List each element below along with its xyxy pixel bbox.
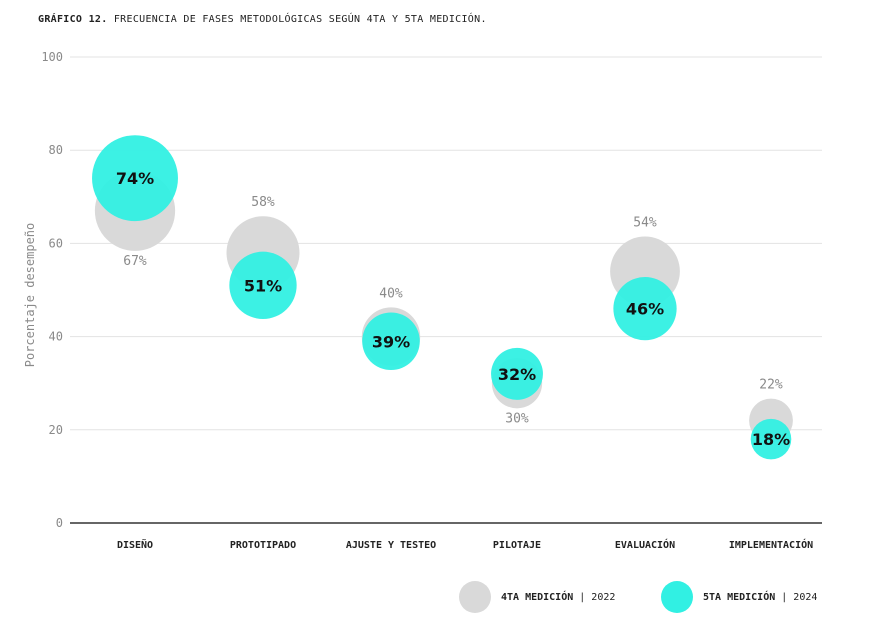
bubbles [92,135,793,460]
y-tick-label: 100 [41,50,63,64]
bubble-labels: 67% 74% 58% 51% 40% 39% 30% 32% 54% 46% 22% 18% [116,169,790,449]
chart-title-number: GRÁFICO 12. [38,14,108,25]
y-tick-label: 20 [49,423,63,437]
data-label-4ta: 22% [759,378,783,393]
data-label-4ta: 54% [633,215,657,230]
y-axis-ticks: 0 20 40 60 80 100 [41,50,63,530]
data-label-5ta: 51% [244,276,282,295]
chart-title-text: FRECUENCIA DE FASES METODOLÓGICAS SEGÚN … [113,14,487,25]
legend-label-5ta: 5TA MEDICIÓN | 2024 [703,591,818,603]
legend-swatch-5ta [661,581,693,613]
chart-title: GRÁFICO 12. FRECUENCIA DE FASES METODOLÓ… [38,14,487,25]
x-category-label: IMPLEMENTACIÓN [729,538,813,551]
x-axis-categories: DISEÑO PROTOTIPADO AJUSTE Y TESTEO PILOTAJE… [117,538,813,551]
x-category-label: EVALUACIÓN [615,538,675,551]
grid-lines [70,56,822,431]
data-label-5ta: 46% [626,300,664,319]
data-label-4ta: 30% [505,411,529,426]
y-axis-label: Porcentaje desempeño [23,223,37,368]
legend-item-5ta: 5TA MEDICIÓN | 2024 [661,580,817,614]
bubble-5ta [229,251,297,319]
data-label-4ta: 67% [123,254,147,269]
legend-label-4ta: 4TA MEDICIÓN | 2022 [501,591,616,603]
x-category-label: PROTOTIPADO [230,540,296,551]
data-label-4ta: 40% [379,286,403,301]
bubble-5ta [613,277,677,341]
data-label-5ta: 32% [498,365,536,384]
bubble-5ta [92,135,178,222]
bubble-chart: 0 20 40 60 80 100 Porcentaje desempeño 67% 74%… [23,50,822,551]
bubble-5ta [362,312,420,371]
data-label-5ta: 18% [752,430,790,449]
data-label-4ta: 58% [251,195,275,210]
y-tick-label: 60 [49,236,63,250]
data-label-5ta: 39% [372,332,410,351]
x-category-label: PILOTAJE [493,540,541,551]
y-tick-label: 40 [49,330,63,344]
data-label-5ta: 74% [116,169,154,188]
y-tick-label: 0 [56,516,63,530]
x-category-label: DISEÑO [117,538,153,551]
bubble-5ta [750,418,792,460]
bubble-5ta [491,347,543,400]
y-tick-label: 80 [49,143,63,157]
legend-item-4ta: 4TA MEDICIÓN | 2022 [459,580,615,614]
x-category-label: AJUSTE Y TESTEO [346,540,436,551]
legend-swatch-4ta [459,581,491,613]
